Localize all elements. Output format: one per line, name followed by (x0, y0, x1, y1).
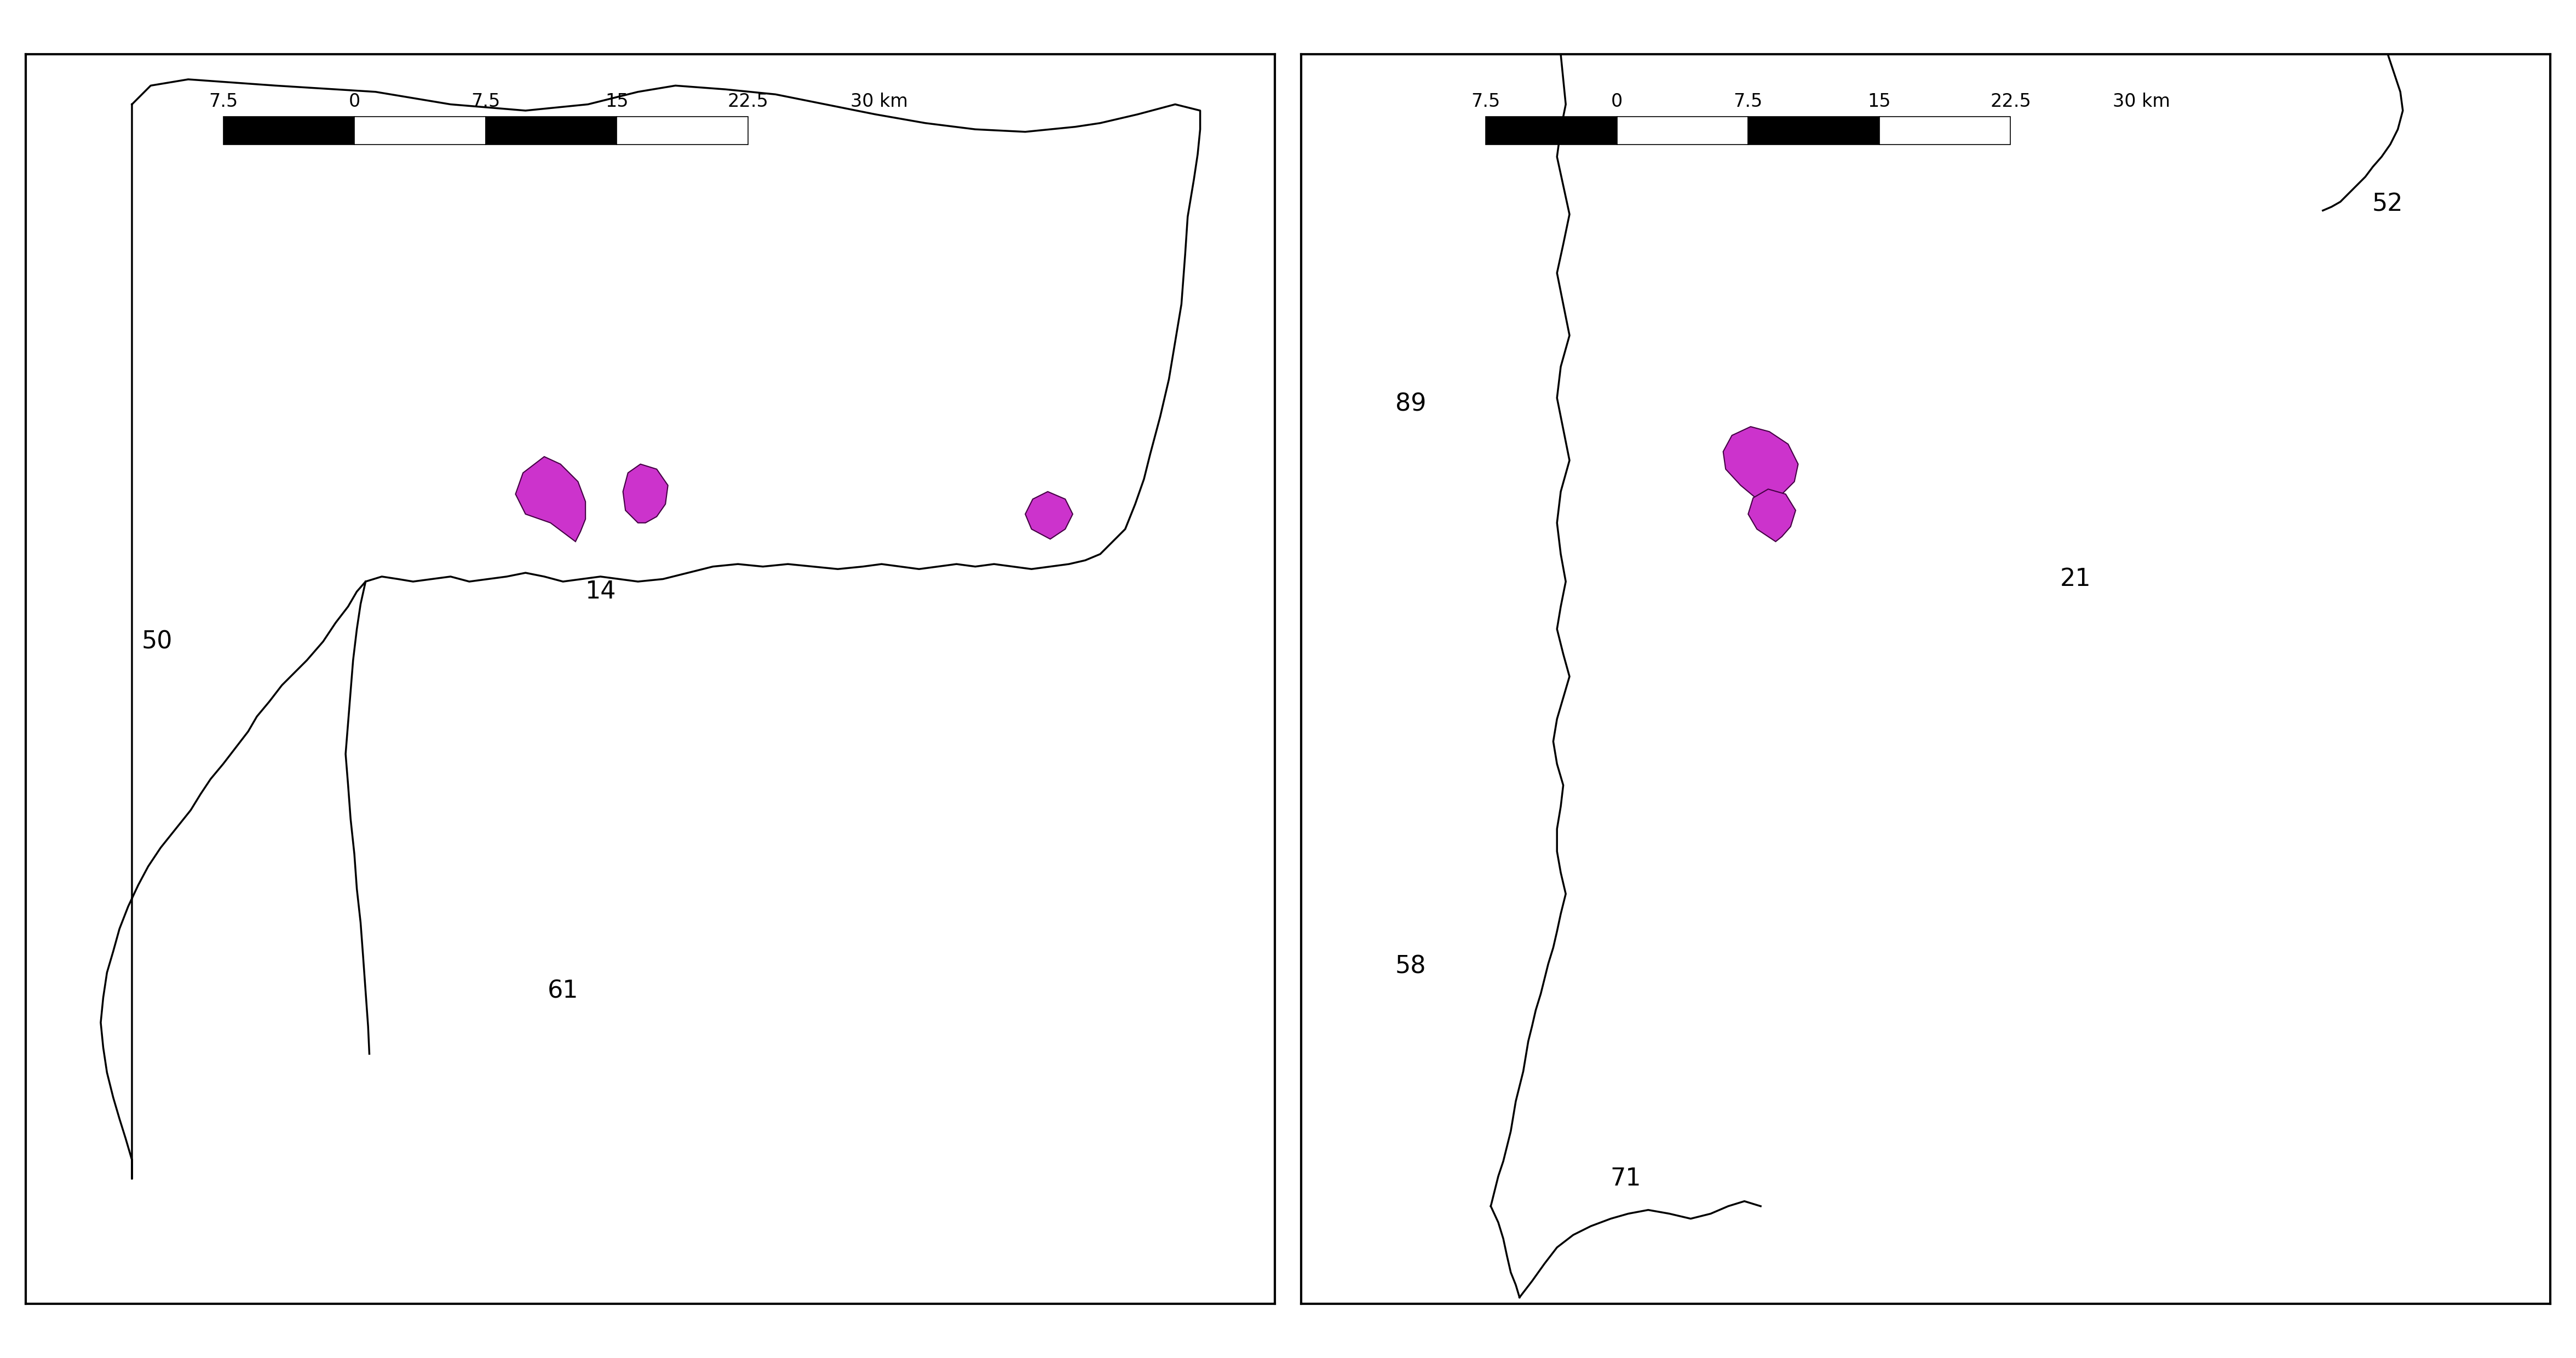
Bar (484, 117, 616, 144)
Text: 15: 15 (605, 92, 629, 110)
Bar (355, 117, 484, 144)
Text: 58: 58 (1396, 955, 1427, 978)
Text: 7.5: 7.5 (1471, 92, 1499, 110)
Text: 30 km: 30 km (850, 92, 907, 110)
Bar (1618, 117, 1749, 144)
Text: 0: 0 (348, 92, 361, 110)
Polygon shape (1723, 426, 1798, 504)
Bar (616, 117, 747, 144)
Polygon shape (1025, 492, 1072, 539)
Text: 22.5: 22.5 (726, 92, 768, 110)
Text: 89: 89 (1396, 392, 1427, 416)
Text: 22.5: 22.5 (1991, 92, 2030, 110)
Text: 52: 52 (2372, 193, 2403, 216)
Polygon shape (515, 456, 585, 542)
Polygon shape (623, 464, 667, 523)
Text: 30 km: 30 km (2112, 92, 2172, 110)
Text: 61: 61 (549, 979, 580, 1004)
Text: 7.5: 7.5 (471, 92, 500, 110)
Text: 21: 21 (2061, 568, 2092, 591)
Bar (1880, 117, 2009, 144)
Text: 71: 71 (1610, 1167, 1641, 1191)
Bar (224, 117, 355, 144)
Text: 15: 15 (1868, 92, 1891, 110)
Bar (1486, 117, 1618, 144)
Text: 50: 50 (142, 630, 173, 653)
Bar (1749, 117, 1880, 144)
Polygon shape (1749, 489, 1795, 542)
Text: 14: 14 (585, 580, 616, 603)
Text: 0: 0 (1610, 92, 1623, 110)
Text: 7.5: 7.5 (1734, 92, 1762, 110)
Text: 7.5: 7.5 (209, 92, 237, 110)
